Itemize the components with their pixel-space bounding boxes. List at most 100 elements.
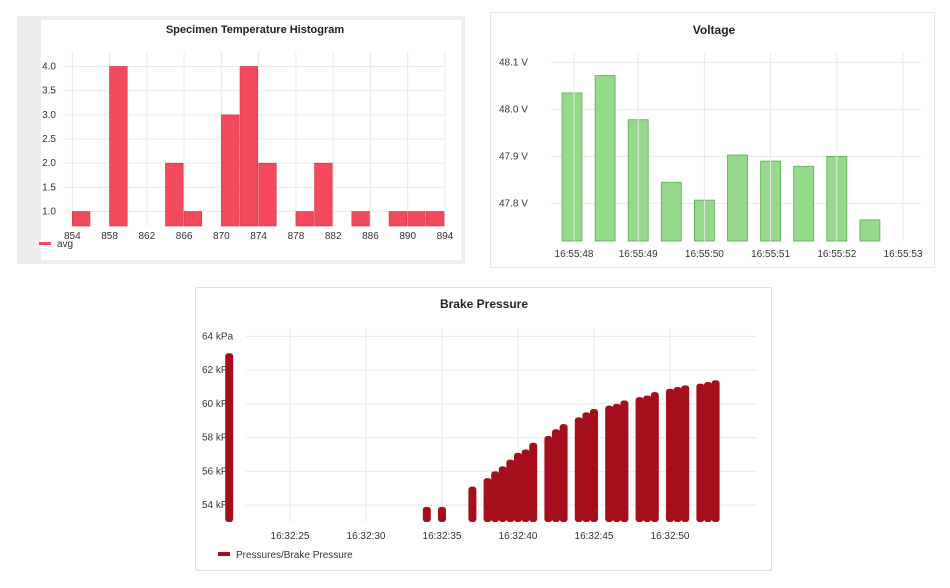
x-tick-label: 886: [362, 231, 379, 242]
x-tick-label: 16:32:40: [499, 531, 538, 542]
y-tick-label: 3.0: [42, 110, 56, 121]
histogram-bar: [258, 162, 277, 227]
x-tick-label: 858: [101, 231, 118, 242]
y-tick-label: 48.1 V: [499, 57, 528, 68]
x-tick-label: 878: [288, 231, 305, 242]
legend-swatch: [218, 552, 230, 556]
histogram-bar: [109, 66, 128, 227]
y-tick-label: 1.0: [42, 207, 56, 218]
pressure-bar: [422, 506, 431, 522]
x-tick-label: 16:32:50: [651, 531, 690, 542]
x-tick-label: 16:55:51: [751, 249, 790, 260]
pressure-bar: [521, 449, 530, 522]
y-tick-label: 58 kPa: [202, 433, 234, 444]
pressure-bar: [681, 385, 690, 522]
y-tick-label: 4.0: [42, 62, 56, 73]
histogram-bar: [72, 211, 91, 227]
pressure-bar: [696, 383, 705, 522]
histogram-bar: [183, 211, 203, 227]
chart-title: Brake Pressure: [440, 297, 528, 311]
x-tick-label: 870: [213, 231, 230, 242]
voltage-bar: [594, 75, 616, 242]
histogram-bar: [239, 66, 258, 227]
pressure-bar: [605, 405, 614, 522]
pressure-bar: [483, 478, 492, 522]
pressure-bar: [590, 408, 598, 522]
y-tick-label: 2.5: [42, 134, 56, 145]
y-tick-label: 64 kPa: [202, 331, 234, 342]
pressure-bar: [498, 466, 507, 522]
pressure-bar: [529, 442, 538, 522]
pressure-bar: [514, 452, 522, 522]
histogram-bar: [314, 162, 333, 227]
pressure-bar: [704, 381, 712, 522]
pressure-bar: [574, 417, 583, 522]
x-tick-label: 854: [64, 231, 81, 242]
y-tick-label: 3.5: [42, 86, 56, 97]
x-tick-label: 16:32:45: [575, 531, 614, 542]
x-tick-label: 862: [139, 231, 156, 242]
chart-title: Voltage: [693, 23, 736, 37]
pressure-bar: [468, 486, 477, 522]
y-tick-label: 60 kPa: [202, 399, 234, 410]
brake-pressure-chart: Brake Pressure 54 kPa 56 kPa 58 kPa 60 kPa 62…: [202, 297, 756, 561]
x-tick-label: 16:32:30: [347, 531, 386, 542]
voltage-bar: [660, 181, 682, 242]
x-tick-label: 894: [437, 231, 454, 242]
y-tick-label: 1.5: [42, 182, 56, 193]
x-tick-label: 16:32:35: [423, 531, 462, 542]
x-tick-label: 16:55:52: [817, 249, 856, 260]
pressure-bar: [711, 380, 720, 522]
y-tick-label: 47.8 V: [499, 198, 528, 209]
x-tick-label: 890: [399, 231, 416, 242]
voltage-bar: [561, 92, 583, 242]
pressure-bar: [620, 400, 629, 522]
pressure-bar: [491, 471, 500, 522]
pressure-bar: [582, 412, 591, 522]
x-tick-label: 16:32:25: [271, 531, 310, 542]
x-tick-label: 16:55:48: [555, 249, 594, 260]
y-tick-label: 54 kPa: [202, 500, 234, 511]
pressure-bar: [225, 353, 234, 522]
pressure-bar: [438, 506, 446, 522]
legend-swatch: [39, 242, 51, 245]
pressure-bar: [666, 388, 674, 522]
legend-label: avg: [57, 239, 73, 250]
x-tick-label: 16:55:49: [619, 249, 658, 260]
y-tick-label: 48.0 V: [499, 104, 528, 115]
y-tick-label: 62 kPa: [202, 365, 234, 376]
brake-pressure-panel: Brake Pressure 54 kPa 56 kPa 58 kPa 60 kPa 62…: [195, 287, 772, 571]
x-tick-label: 882: [325, 231, 342, 242]
voltage-bar: [793, 165, 815, 242]
x-tick-label: 16:55:50: [685, 249, 724, 260]
pressure-bar: [552, 429, 560, 522]
histogram-bar: [295, 211, 314, 227]
x-tick-label: 874: [250, 231, 267, 242]
chart-title: Specimen Temperature Histogram: [166, 24, 345, 36]
histogram-chart: Specimen Temperature Histogram 1.0 1.5 2.0 2…: [39, 24, 454, 250]
pressure-bar: [650, 392, 659, 522]
y-tick-label: 56 kPa: [202, 466, 234, 477]
pressure-bar: [643, 395, 652, 522]
histogram-bar: [221, 114, 240, 227]
x-tick-label: 16:55:53: [884, 249, 923, 260]
histogram-panel: Specimen Temperature Histogram 1.0 1.5 2.0 2…: [17, 16, 465, 264]
pressure-bar: [506, 459, 515, 522]
histogram-bar: [351, 211, 370, 227]
histogram-bar: [165, 162, 184, 227]
voltage-bar: [727, 154, 748, 242]
voltage-bar: [859, 219, 881, 242]
legend-label: Pressures/Brake Pressure: [236, 550, 353, 561]
x-tick-label: 866: [176, 231, 193, 242]
histogram-bar: [407, 211, 426, 227]
y-tick-label: 47.9 V: [499, 151, 528, 162]
voltage-panel: Voltage 47.8 V 47.9 V 48.0 V 48.1 V 16:55:48 1…: [490, 12, 935, 268]
voltage-chart: Voltage 47.8 V 47.9 V 48.0 V 48.1 V 16:55:48 1…: [499, 23, 923, 260]
y-tick-label: 2.0: [42, 158, 56, 169]
pressure-bar: [635, 397, 644, 522]
pressure-bar: [559, 424, 568, 522]
pressure-bar: [612, 403, 621, 522]
histogram-bar: [426, 211, 445, 227]
histogram-bar: [388, 211, 408, 227]
pressure-bar: [673, 387, 682, 522]
